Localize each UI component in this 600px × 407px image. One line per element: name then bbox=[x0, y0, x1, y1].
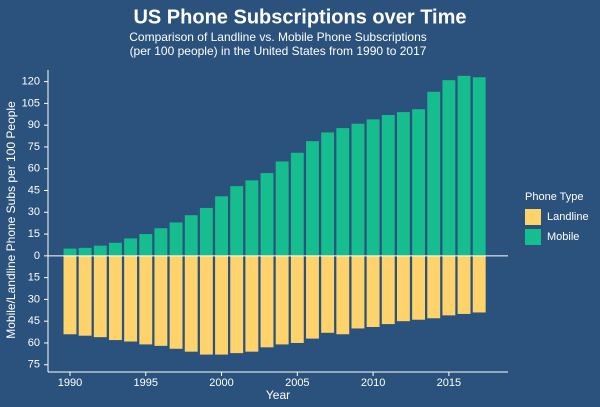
subtitle: Comparison of Landline vs. Mobile Phone … bbox=[129, 30, 427, 44]
x-tick-label: 2010 bbox=[361, 377, 385, 389]
bar bbox=[63, 248, 77, 256]
y-tick-label: 75 bbox=[28, 141, 40, 153]
bar bbox=[427, 91, 441, 256]
bar bbox=[366, 119, 380, 256]
subtitle: (per 100 people) in the United States fr… bbox=[130, 44, 427, 58]
bar bbox=[245, 180, 259, 256]
bar bbox=[336, 255, 350, 335]
bar bbox=[109, 255, 122, 341]
bar bbox=[442, 80, 456, 256]
bar bbox=[427, 255, 441, 319]
bar bbox=[381, 115, 395, 256]
bar bbox=[321, 255, 335, 333]
x-tick-label: 1995 bbox=[134, 377, 158, 389]
bar bbox=[199, 255, 213, 355]
y-tick-label: 90 bbox=[28, 119, 40, 131]
y-tick-label: 0 bbox=[34, 250, 40, 262]
bar bbox=[154, 228, 168, 256]
y-axis-label: Mobile/Landline Phone Subs per 100 Peopl… bbox=[4, 101, 18, 339]
legend-swatch bbox=[525, 209, 541, 225]
bar bbox=[63, 255, 77, 335]
bar bbox=[184, 255, 198, 352]
y-tick-label: 60 bbox=[28, 337, 40, 349]
bar bbox=[78, 247, 92, 256]
legend-swatch bbox=[525, 229, 541, 245]
bar bbox=[396, 112, 410, 256]
chart-title: US Phone Subscriptions over Time bbox=[133, 6, 466, 28]
bar bbox=[124, 238, 138, 256]
bar bbox=[275, 161, 289, 256]
y-tick-label: 105 bbox=[22, 97, 40, 109]
y-tick-label: 45 bbox=[28, 315, 40, 327]
bar bbox=[169, 255, 183, 349]
y-tick-label: 45 bbox=[28, 184, 40, 196]
bar bbox=[472, 77, 486, 256]
bar bbox=[93, 255, 107, 338]
bar bbox=[260, 255, 274, 348]
bar bbox=[457, 75, 471, 256]
y-tick-label: 15 bbox=[28, 272, 40, 284]
bar bbox=[260, 173, 274, 256]
x-tick-label: 2005 bbox=[285, 377, 309, 389]
bar bbox=[275, 255, 289, 345]
bar bbox=[381, 255, 395, 325]
legend-label: Landline bbox=[547, 211, 589, 223]
bar bbox=[412, 109, 426, 256]
bar bbox=[124, 255, 138, 342]
y-tick-label: 15 bbox=[28, 228, 40, 240]
bar bbox=[154, 255, 168, 346]
bar bbox=[472, 255, 486, 313]
y-tick-label: 30 bbox=[28, 206, 40, 218]
bar bbox=[306, 255, 319, 339]
bar bbox=[306, 141, 319, 256]
bar bbox=[412, 255, 426, 320]
x-tick-label: 1990 bbox=[58, 377, 82, 389]
y-tick-label: 60 bbox=[28, 163, 40, 175]
bar bbox=[351, 255, 365, 329]
bar bbox=[396, 255, 410, 322]
bar bbox=[139, 234, 153, 256]
bar bbox=[215, 196, 228, 256]
bar bbox=[290, 152, 304, 256]
y-tick-label: 75 bbox=[28, 359, 40, 371]
legend-title: Phone Type bbox=[525, 191, 584, 203]
bar bbox=[321, 132, 335, 256]
x-tick-label: 2000 bbox=[209, 377, 233, 389]
bar bbox=[93, 245, 107, 256]
bar bbox=[139, 255, 153, 345]
bar bbox=[442, 255, 456, 316]
bar bbox=[336, 128, 350, 256]
x-tick-label: 2015 bbox=[437, 377, 461, 389]
legend-label: Mobile bbox=[547, 231, 579, 243]
bar bbox=[109, 242, 122, 256]
bar bbox=[457, 255, 471, 314]
bar bbox=[366, 255, 380, 327]
bar bbox=[199, 207, 213, 256]
y-tick-label: 30 bbox=[28, 293, 40, 305]
bar bbox=[230, 255, 244, 354]
bar bbox=[184, 215, 198, 256]
y-tick-label: 120 bbox=[22, 76, 40, 88]
x-axis-label: Year bbox=[266, 388, 290, 402]
bar bbox=[215, 255, 228, 355]
bar bbox=[245, 255, 259, 352]
bar bbox=[230, 186, 244, 256]
bar bbox=[169, 222, 183, 256]
bar bbox=[290, 255, 304, 343]
bar bbox=[351, 123, 365, 256]
bar bbox=[78, 255, 92, 336]
